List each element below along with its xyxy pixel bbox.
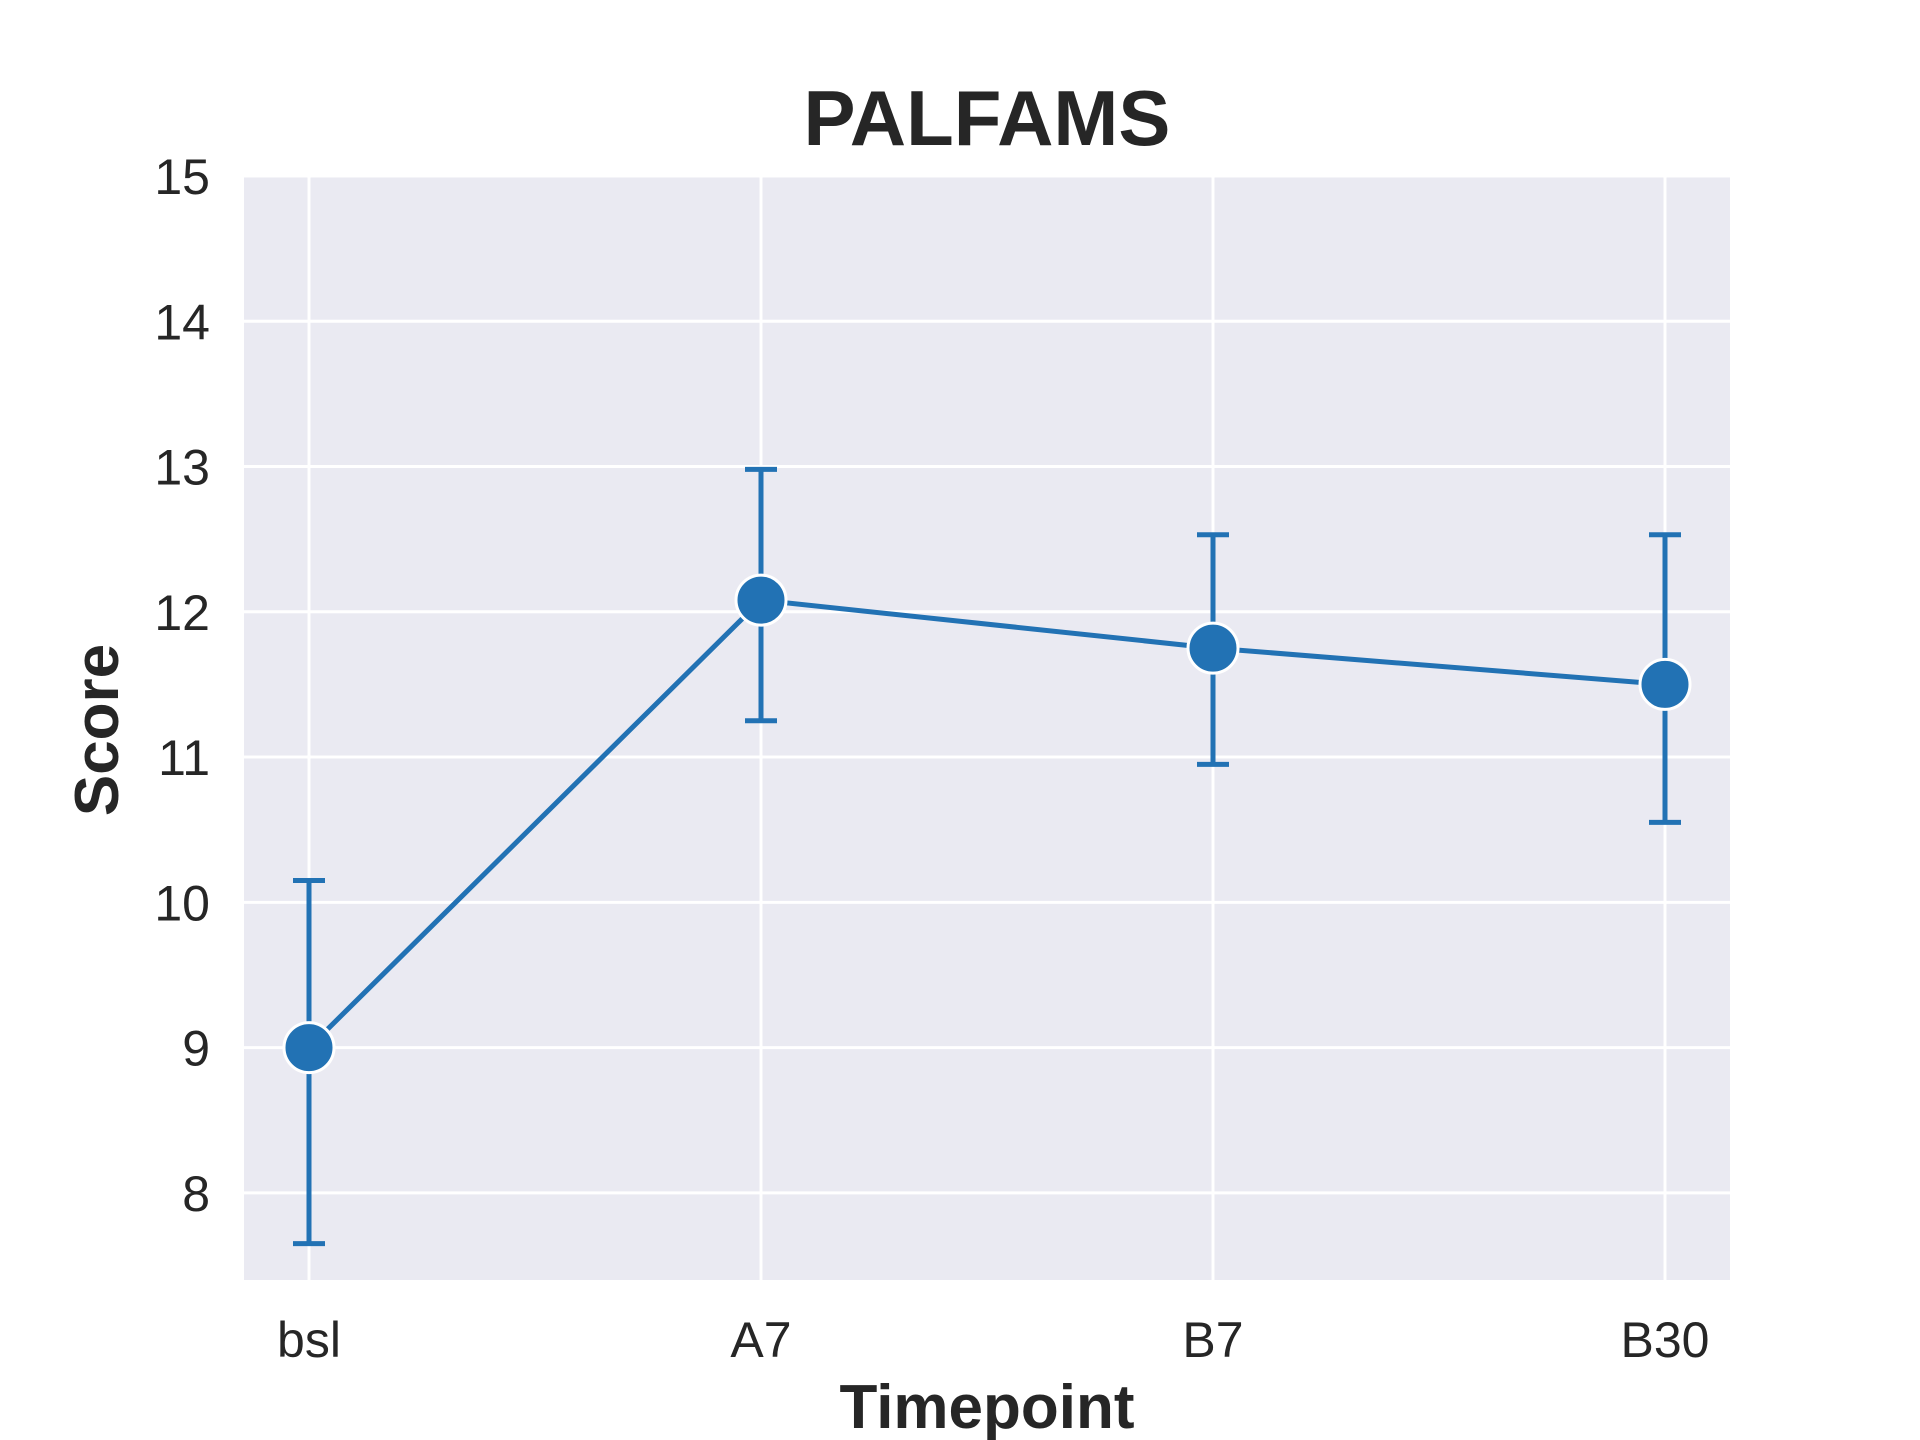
data-point	[734, 573, 788, 627]
y-tick-label: 9	[182, 1021, 210, 1077]
data-point	[1186, 621, 1240, 675]
x-tick-label: B30	[1621, 1312, 1710, 1368]
y-tick-label: 13	[154, 440, 210, 496]
x-tick-label: A7	[730, 1312, 791, 1368]
y-tick-label: 15	[154, 149, 210, 205]
series-line	[307, 597, 1666, 1050]
y-axis-label: Score	[63, 644, 132, 816]
y-tick-label: 8	[182, 1166, 210, 1222]
x-tick-label: B7	[1182, 1312, 1243, 1368]
y-gridlines	[244, 174, 1730, 1195]
chart-title: PALFAMS	[804, 74, 1171, 162]
y-tick-label: 11	[158, 730, 210, 786]
data-point	[1638, 657, 1692, 711]
data-point	[282, 1021, 336, 1075]
series-group	[282, 466, 1692, 1247]
y-tick-label: 10	[154, 875, 210, 931]
x-tick-labels: bsl A7 B7 B30	[277, 1312, 1709, 1368]
y-tick-labels: 8 9 10 11 12 13 14 15	[154, 149, 210, 1222]
plot-background	[244, 176, 1730, 1280]
x-tick-label: bsl	[277, 1312, 341, 1368]
y-tick-label: 12	[154, 585, 210, 641]
y-tick-label: 14	[154, 294, 210, 350]
x-axis-label: Timepoint	[839, 1373, 1134, 1440]
